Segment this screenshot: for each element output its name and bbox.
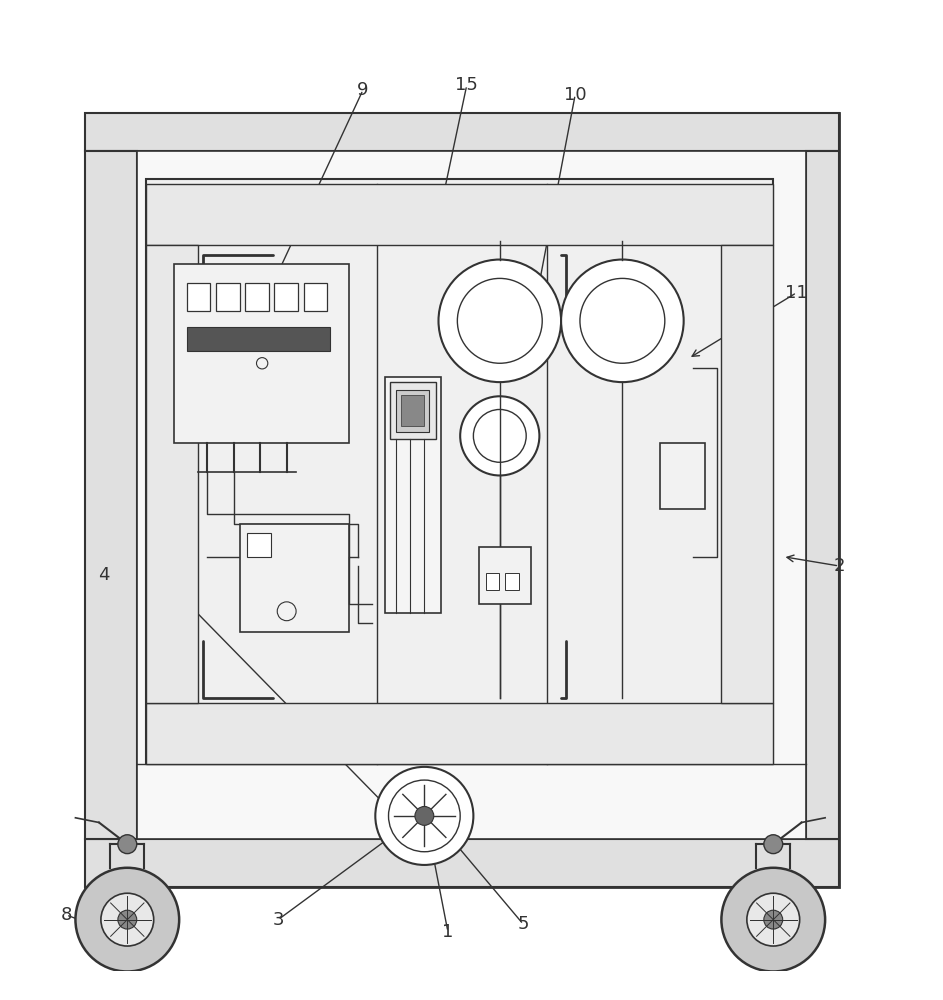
Bar	[401, 395, 424, 426]
Bar	[304, 283, 327, 311]
Bar	[137, 151, 806, 839]
Text: 3: 3	[273, 911, 284, 929]
Bar	[390, 382, 436, 439]
Circle shape	[764, 835, 783, 854]
Bar	[146, 703, 773, 764]
Bar	[216, 283, 240, 311]
Text: 5: 5	[518, 915, 529, 933]
Circle shape	[721, 868, 825, 971]
Circle shape	[118, 835, 137, 854]
Bar	[505, 573, 519, 590]
Text: 15: 15	[455, 76, 478, 94]
Bar	[806, 151, 839, 839]
Circle shape	[415, 806, 434, 825]
Bar	[245, 283, 269, 311]
Circle shape	[561, 260, 684, 382]
Circle shape	[375, 767, 473, 865]
Text: 7: 7	[739, 906, 751, 924]
Text: 11: 11	[786, 284, 808, 302]
Text: 9: 9	[357, 81, 369, 99]
Circle shape	[438, 260, 561, 382]
Bar	[240, 524, 349, 632]
Bar	[85, 113, 839, 887]
Text: 8: 8	[60, 906, 72, 924]
Text: 2: 2	[834, 557, 845, 575]
Circle shape	[747, 893, 800, 946]
Bar	[146, 179, 773, 764]
Bar	[721, 245, 773, 703]
Bar	[479, 547, 531, 604]
Bar	[486, 573, 499, 590]
Bar	[146, 245, 198, 703]
Text: 4: 4	[98, 566, 109, 584]
Bar	[146, 184, 773, 245]
Circle shape	[101, 893, 154, 946]
Circle shape	[118, 910, 137, 929]
Bar	[85, 113, 839, 151]
Bar	[385, 377, 441, 613]
Text: 1: 1	[442, 923, 454, 941]
Bar	[396, 390, 429, 432]
Circle shape	[764, 910, 783, 929]
Circle shape	[75, 868, 179, 971]
Circle shape	[460, 396, 539, 475]
Text: 10: 10	[564, 86, 587, 104]
Bar	[274, 283, 298, 311]
Bar	[187, 327, 330, 351]
Bar	[247, 533, 271, 557]
Bar	[85, 151, 137, 839]
Bar	[174, 264, 349, 443]
Bar	[660, 443, 705, 509]
Bar	[85, 839, 839, 887]
Bar	[187, 283, 210, 311]
